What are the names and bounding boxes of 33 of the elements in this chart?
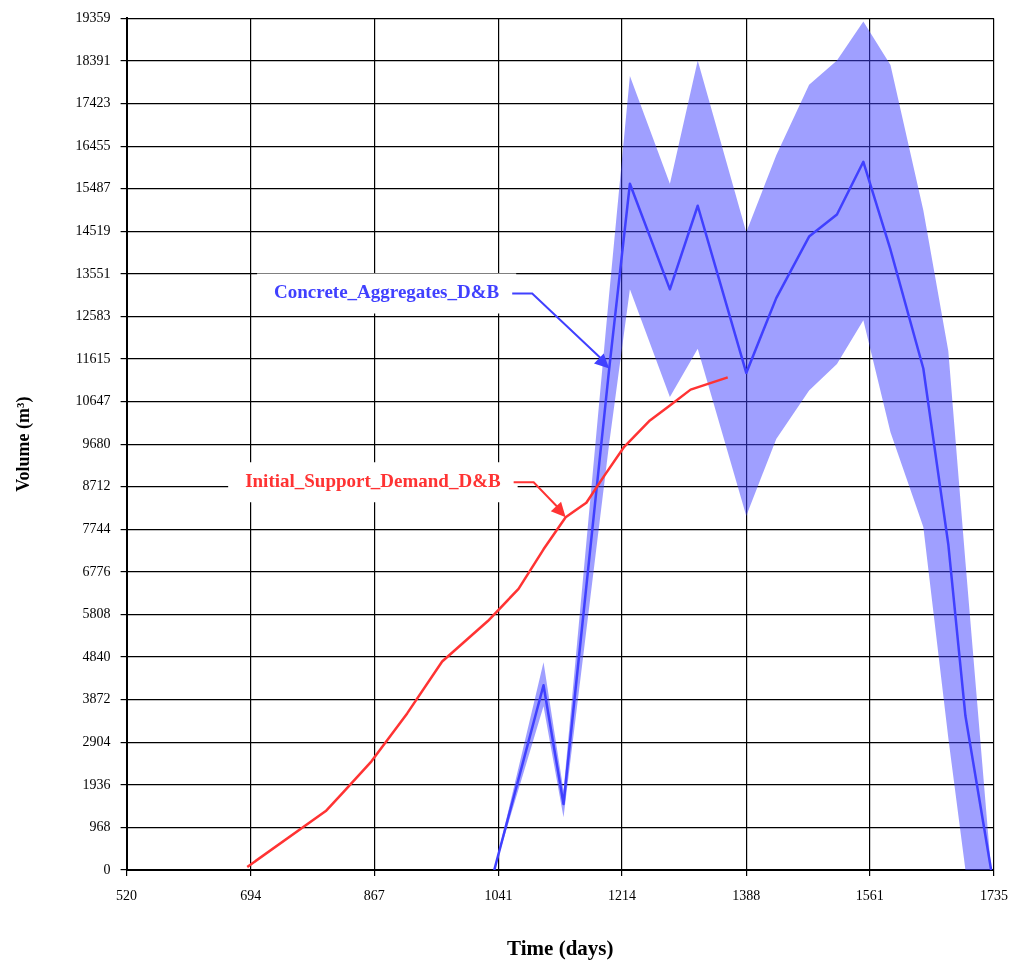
y-tick-label: 968 bbox=[89, 819, 111, 835]
y-axis-title: Volume (m³) bbox=[13, 396, 35, 492]
y-tick-label: 7744 bbox=[82, 521, 111, 537]
x-tick-label: 1041 bbox=[484, 888, 513, 904]
y-tick-label: 6776 bbox=[82, 563, 111, 579]
x-tick-label: 1735 bbox=[980, 888, 1008, 904]
y-tick-label: 14519 bbox=[75, 222, 111, 238]
y-tick-label: 16455 bbox=[75, 137, 111, 153]
x-tick-label: 694 bbox=[240, 888, 262, 904]
y-tick-label: 3872 bbox=[82, 691, 111, 707]
x-axis-title: Time (days) bbox=[507, 935, 614, 960]
x-tick-label: 1561 bbox=[855, 888, 884, 904]
y-tick-label: 8712 bbox=[82, 478, 111, 494]
y-tick-label: 17423 bbox=[75, 95, 111, 111]
y-tick-label: 2904 bbox=[82, 733, 111, 749]
x-tick-label: 1388 bbox=[732, 888, 761, 904]
x-tick-label: 520 bbox=[116, 888, 138, 904]
y-tick-label: 9680 bbox=[82, 435, 111, 451]
y-tick-label: 18391 bbox=[75, 52, 111, 68]
x-tick-label: 1214 bbox=[608, 888, 637, 904]
y-tick-label: 12583 bbox=[75, 308, 111, 324]
y-tick-label: 10647 bbox=[75, 393, 111, 409]
y-tick-label: 4840 bbox=[82, 648, 111, 664]
x-tick-label: 867 bbox=[363, 888, 385, 904]
y-tick-label: 1936 bbox=[82, 776, 111, 792]
y-tick-label: 11615 bbox=[76, 350, 111, 366]
text: Concrete_Aggregates_D&B bbox=[274, 281, 500, 303]
y-tick-label: 13551 bbox=[75, 265, 111, 281]
y-tick-label: 0 bbox=[103, 861, 111, 877]
y-tick-label: 19359 bbox=[75, 10, 111, 26]
y-tick-label: 15487 bbox=[75, 180, 111, 196]
y-tick-label: 5808 bbox=[82, 606, 111, 622]
text: Initial_Support_Demand_D&B bbox=[245, 470, 501, 492]
